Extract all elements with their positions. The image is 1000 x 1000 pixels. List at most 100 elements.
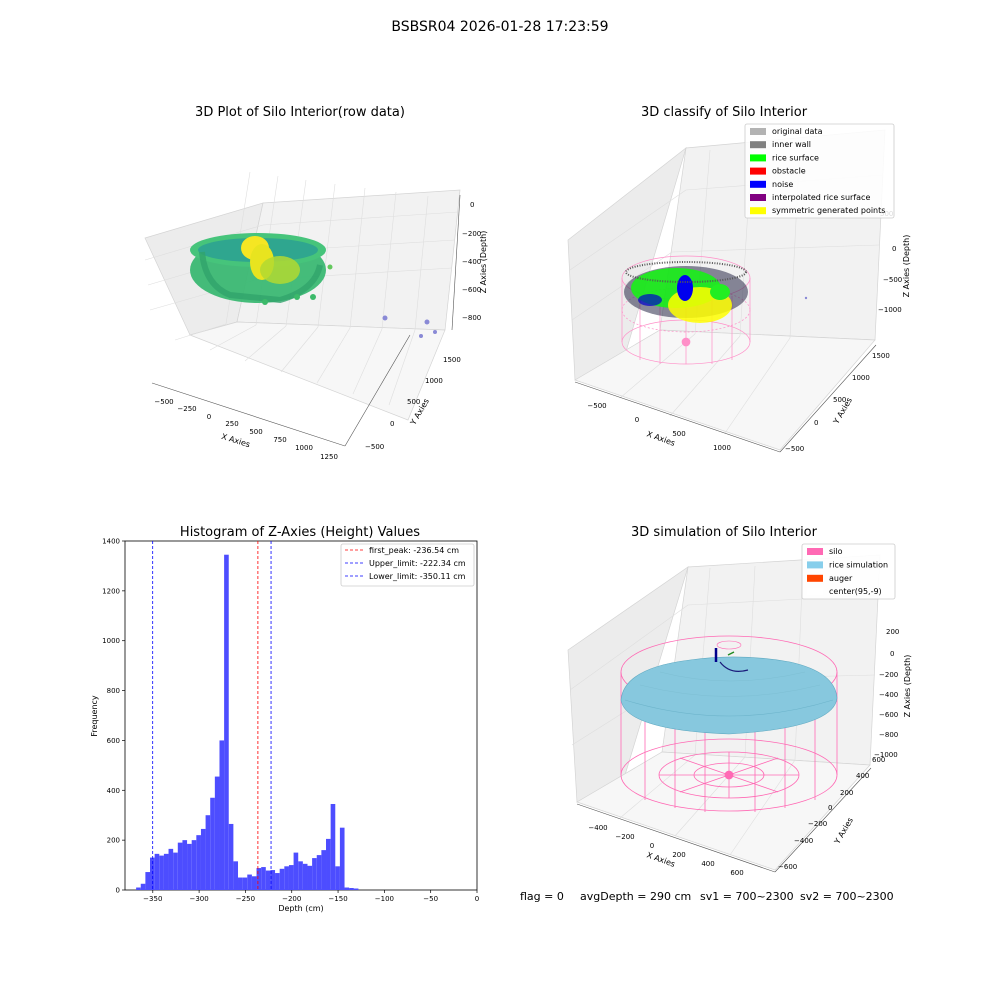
svg-text:500: 500 <box>833 396 846 404</box>
histogram-bar <box>177 842 183 890</box>
svg-text:−200: −200 <box>615 833 634 841</box>
raw-3d-y-ticks: −500 0 500 1000 1500 <box>365 356 461 451</box>
svg-text:750: 750 <box>273 436 286 444</box>
histogram-bar <box>330 803 336 890</box>
simulation-3d-rice-surface <box>620 648 838 735</box>
svg-text:400: 400 <box>856 772 869 780</box>
simulation-3d-ylabel: Y Axies <box>832 816 855 846</box>
svg-text:1000: 1000 <box>295 444 313 452</box>
histogram-y-tick-label: 600 <box>107 737 120 745</box>
panel-classify-3d: 3D classify of Silo Interior <box>567 105 911 453</box>
histogram-bar <box>312 858 317 890</box>
svg-text:−200: −200 <box>808 820 827 828</box>
classify-legend-swatch <box>750 141 766 149</box>
histogram-x-tick-label: −300 <box>189 895 208 903</box>
classify-3d-zlabel: Z Axies (Depth) <box>902 235 911 298</box>
svg-text:600: 600 <box>872 756 885 764</box>
svg-text:1500: 1500 <box>443 356 461 364</box>
histogram-bar <box>344 887 350 890</box>
svg-text:1000: 1000 <box>713 444 731 452</box>
classify-legend-label: noise <box>772 180 793 189</box>
histogram-y-tick-label: 1400 <box>102 538 120 546</box>
svg-text:1500: 1500 <box>872 352 890 360</box>
histogram-y-tick-label: 0 <box>116 887 120 895</box>
histogram-x-tick-label: −150 <box>328 895 347 903</box>
svg-text:250: 250 <box>225 420 238 428</box>
simulation-legend-swatch <box>807 548 823 555</box>
histogram-bar <box>265 870 271 890</box>
histogram-bar <box>228 823 234 890</box>
histogram-bar <box>288 865 294 890</box>
classify-3d-z-ticks: 500 0 −500 −1000 <box>878 210 902 314</box>
histogram-bar <box>298 861 303 890</box>
histogram-bar <box>242 877 248 890</box>
classify-legend-label: symmetric generated points <box>772 206 885 215</box>
classify-legend-label: original data <box>772 127 823 136</box>
svg-text:0: 0 <box>635 416 639 424</box>
histogram-bar <box>270 870 276 890</box>
histogram-bar <box>145 872 151 890</box>
classify-legend-swatch <box>750 180 766 188</box>
svg-text:−800: −800 <box>462 314 481 322</box>
histogram-bar <box>205 815 211 890</box>
classify-3d-legend: original data inner wall rice surface obsta… <box>744 123 895 219</box>
svg-text:−1000: −1000 <box>874 751 898 759</box>
histogram-bar <box>168 848 174 890</box>
histogram-bar <box>173 852 178 890</box>
svg-text:0: 0 <box>828 804 832 812</box>
svg-text:500: 500 <box>249 428 262 436</box>
histogram-y-tick-label: 800 <box>107 687 120 695</box>
svg-text:−500: −500 <box>785 445 804 453</box>
histogram-bar <box>136 887 141 890</box>
histogram-bar <box>353 888 359 890</box>
histogram-ylabel: Frequency <box>90 695 99 737</box>
histogram-bar <box>321 850 327 890</box>
histogram-bar <box>191 840 197 890</box>
svg-text:−200: −200 <box>879 671 898 679</box>
simulation-3d-z-ticks: 200 0 −200 −400 −600 −800 −1000 <box>874 628 899 759</box>
histogram-legend: first_peak: -236.54 cm Upper_limit: -222.… <box>340 543 475 587</box>
svg-text:0: 0 <box>814 419 818 427</box>
histogram-bar <box>307 865 313 890</box>
svg-text:−500: −500 <box>365 443 384 451</box>
svg-text:−400: −400 <box>879 691 898 699</box>
histogram-bar <box>233 861 239 890</box>
histogram-x-tick-label: −50 <box>423 895 438 903</box>
classify-legend-label: interpolated rice surface <box>772 193 870 202</box>
simulation-legend-label: center(95,-9) <box>829 587 882 596</box>
histogram-bar <box>326 838 331 890</box>
histogram-bar <box>154 853 160 890</box>
simulation-3d-zlabel: Z Axies (Depth) <box>903 655 912 718</box>
classify-legend-label: inner wall <box>772 140 811 149</box>
simulation-legend-label: auger <box>829 574 853 583</box>
histogram-x-tick-label: −200 <box>282 895 301 903</box>
simulation-legend-swatch <box>807 588 823 596</box>
classify-legend-swatch <box>750 154 766 162</box>
histogram-bar <box>224 554 229 890</box>
histogram-bar <box>251 876 257 890</box>
raw-3d-z-ticks: 0 −200 −400 −600 −800 <box>462 201 481 322</box>
histogram-y-tick-label: 400 <box>107 787 120 795</box>
histogram-bar <box>302 863 308 890</box>
histogram-bar <box>349 888 354 890</box>
histogram-y-tick-label: 1200 <box>102 587 120 595</box>
raw-3d-axes-box <box>144 171 461 447</box>
histogram-bar <box>335 866 340 890</box>
histogram-bar <box>339 827 345 890</box>
histogram-bar <box>196 835 201 890</box>
simulation-legend-swatch <box>807 561 823 569</box>
histogram-bar <box>279 868 285 890</box>
sv1-text: sv1 = 700~2300 <box>700 890 794 903</box>
histogram-legend-label: Upper_limit: -222.34 cm <box>369 559 466 568</box>
classify-legend-label: obstacle <box>772 167 806 176</box>
panel-histogram: Histogram of Z-Axies (Height) Values −35… <box>90 525 479 913</box>
histogram-x-tick-label: −250 <box>236 895 255 903</box>
svg-text:−500: −500 <box>587 402 606 410</box>
raw-3d-xlabel: X Axies <box>220 432 251 449</box>
histogram-plot-area <box>124 540 478 891</box>
flag-text: flag = 0 <box>520 890 564 903</box>
histogram-bar <box>316 855 322 890</box>
svg-text:500: 500 <box>672 430 685 438</box>
svg-text:500: 500 <box>407 398 420 406</box>
raw-3d-x-ticks: −500 −250 0 250 500 750 1000 1250 <box>154 398 338 461</box>
